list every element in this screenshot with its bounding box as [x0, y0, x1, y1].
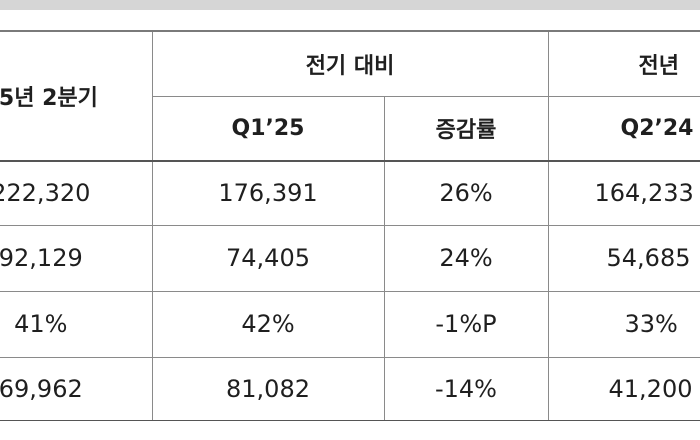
table-row: 222,320 176,391 26% 164,233 [0, 161, 700, 226]
cell-q2-24: 41,200 [547, 357, 700, 421]
table-row: 41% 42% -1%P 33% [0, 291, 700, 358]
top-divider [0, 0, 700, 10]
cell-q1-25: 42% [151, 291, 384, 358]
financial-table: 25년 2분기 전기 대비 전년 Q1’25 증감률 Q2’24 222,320… [0, 30, 700, 421]
cell-q2-24: 164,233 [547, 161, 700, 226]
q1-25-header: Q1’25 [151, 96, 384, 162]
q2-24-header: Q2’24 [547, 96, 700, 162]
cell-q1-25: 176,391 [151, 161, 384, 226]
cell-qoq-change: 26% [383, 161, 548, 226]
yoy-group-header: 전년 [547, 30, 700, 97]
cell-qoq-change: -1%P [383, 291, 548, 358]
table-row: 92,129 74,405 24% 54,685 [0, 225, 700, 292]
period-header: 25년 2분기 [0, 30, 152, 162]
table-row: 69,962 81,082 -14% 41,200 [0, 357, 700, 421]
qoq-group-header: 전기 대비 [151, 30, 548, 97]
cell-current: 69,962 [0, 357, 152, 421]
financial-table-container: 25년 2분기 전기 대비 전년 Q1’25 증감률 Q2’24 222,320… [0, 30, 700, 421]
cell-current: 41% [0, 291, 152, 358]
cell-current: 222,320 [0, 161, 152, 226]
cell-q2-24: 33% [547, 291, 700, 358]
cell-q2-24: 54,685 [547, 225, 700, 292]
cell-qoq-change: -14% [383, 357, 548, 421]
cell-q1-25: 74,405 [151, 225, 384, 292]
cell-current: 92,129 [0, 225, 152, 292]
cell-q1-25: 81,082 [151, 357, 384, 421]
cell-qoq-change: 24% [383, 225, 548, 292]
qoq-change-header: 증감률 [383, 96, 548, 162]
